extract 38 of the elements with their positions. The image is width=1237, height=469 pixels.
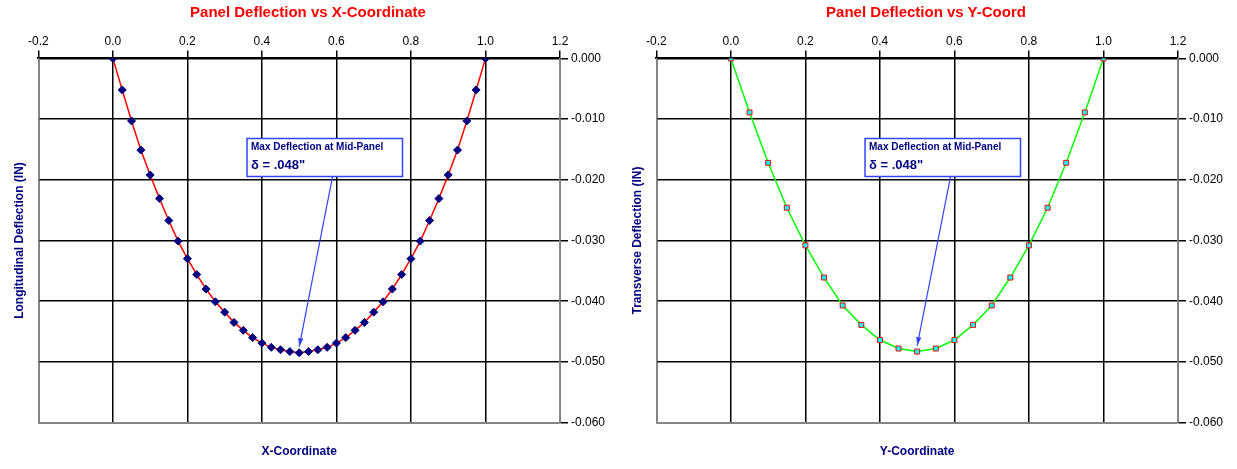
y-tick-label: -0.040 bbox=[1188, 293, 1224, 308]
x-tick-label: 0.8 bbox=[1020, 33, 1038, 48]
y-tick-label: -0.060 bbox=[570, 414, 606, 429]
x-axis-title: X-Coordinate bbox=[261, 444, 338, 459]
y-tick-label: -0.020 bbox=[570, 172, 606, 187]
x-tick-label: 0.0 bbox=[104, 33, 122, 48]
y-tick-label: -0.050 bbox=[570, 354, 606, 369]
x-tick-label: 1.0 bbox=[477, 33, 495, 48]
y-tick-label: -0.010 bbox=[1188, 111, 1224, 126]
y-tick-label: -0.030 bbox=[570, 232, 606, 247]
annotation: Max Deflection at Mid-Panel δ = .048" bbox=[869, 141, 1002, 172]
y-axis-title: Longitudinal Deflection (IN) bbox=[11, 162, 26, 319]
x-axis-title: Y-Coordinate bbox=[879, 444, 955, 459]
x-tick-label: 1.2 bbox=[551, 33, 569, 48]
y-axis-title: Transverse Deflection (IN) bbox=[629, 166, 644, 315]
y-tick-label: -0.040 bbox=[570, 293, 606, 308]
x-tick-label: 0.6 bbox=[328, 33, 346, 48]
x-tick-label: 0.6 bbox=[946, 33, 964, 48]
y-tick-label: -0.060 bbox=[1188, 414, 1224, 429]
y-tick-label: -0.050 bbox=[1188, 354, 1224, 369]
x-tick-label: -0.2 bbox=[28, 33, 50, 48]
x-tick-label: 0.4 bbox=[253, 33, 271, 48]
x-tick-label: 0.8 bbox=[402, 33, 420, 48]
x-tick-label: 1.2 bbox=[1169, 33, 1187, 48]
x-tick-label: 0.2 bbox=[179, 33, 197, 48]
y-tick-label: 0.000 bbox=[570, 50, 602, 65]
x-tick-label: 0.0 bbox=[722, 33, 740, 48]
chart-title: Panel Deflection vs X-Coordinate bbox=[190, 3, 426, 21]
y-tick-label: -0.010 bbox=[570, 111, 606, 126]
y-tick-label: -0.030 bbox=[1188, 232, 1224, 247]
x-tick-label: 0.2 bbox=[797, 33, 815, 48]
x-tick-label: 1.0 bbox=[1095, 33, 1113, 48]
y-tick-label: -0.020 bbox=[1188, 172, 1224, 187]
annotation: Max Deflection at Mid-Panel δ = .048" bbox=[251, 141, 384, 172]
x-tick-label: 0.4 bbox=[871, 33, 889, 48]
x-tick-label: -0.2 bbox=[646, 33, 668, 48]
chart-title: Panel Deflection vs Y-Coord bbox=[826, 3, 1026, 21]
y-tick-label: 0.000 bbox=[1188, 50, 1220, 65]
